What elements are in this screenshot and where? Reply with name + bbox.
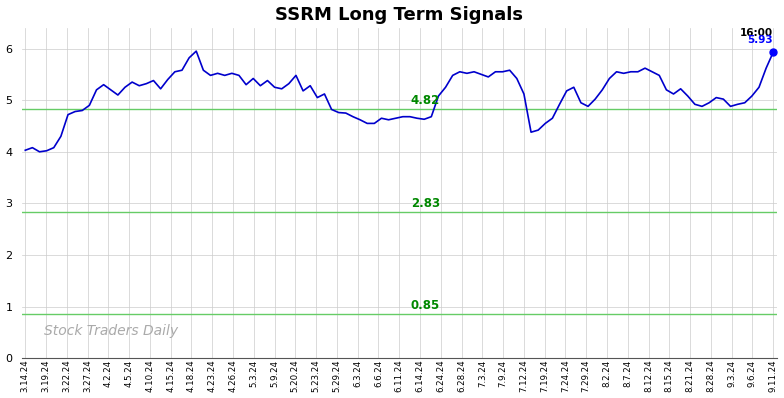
Text: 2.83: 2.83 — [411, 197, 440, 210]
Point — [767, 49, 779, 55]
Title: SSRM Long Term Signals: SSRM Long Term Signals — [275, 6, 523, 23]
Text: 4.82: 4.82 — [411, 94, 440, 107]
Text: 5.93: 5.93 — [748, 35, 773, 45]
Text: 0.85: 0.85 — [411, 299, 440, 312]
Text: 16:00: 16:00 — [740, 28, 773, 38]
Text: Stock Traders Daily: Stock Traders Daily — [45, 324, 179, 338]
